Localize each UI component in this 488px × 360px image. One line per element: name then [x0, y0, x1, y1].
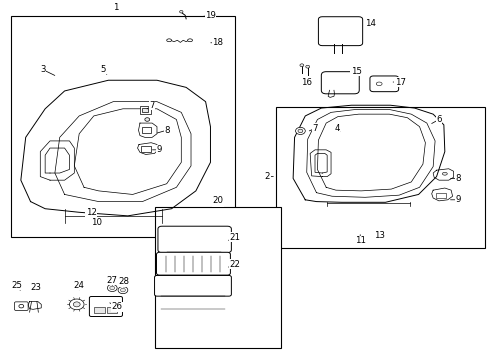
Bar [142, 108, 148, 112]
Text: 14: 14 [365, 19, 376, 28]
Ellipse shape [110, 286, 115, 290]
FancyBboxPatch shape [158, 226, 231, 253]
Text: 10: 10 [90, 219, 102, 228]
Text: 4: 4 [333, 124, 339, 133]
Text: 20: 20 [212, 198, 223, 207]
Text: 25: 25 [11, 281, 22, 290]
Text: 17: 17 [394, 77, 405, 86]
Text: 28: 28 [118, 278, 129, 287]
Text: 13: 13 [373, 231, 385, 240]
Ellipse shape [295, 127, 305, 135]
Text: 12: 12 [86, 208, 97, 217]
FancyBboxPatch shape [89, 297, 122, 316]
FancyBboxPatch shape [369, 76, 398, 92]
FancyBboxPatch shape [154, 275, 231, 296]
Ellipse shape [179, 10, 183, 13]
FancyBboxPatch shape [15, 302, 28, 310]
Text: 21: 21 [229, 233, 240, 242]
Text: 20: 20 [212, 195, 223, 204]
Text: 18: 18 [212, 38, 223, 47]
Text: 9: 9 [156, 145, 162, 154]
Text: 3: 3 [40, 65, 45, 74]
Ellipse shape [118, 287, 127, 294]
Ellipse shape [107, 284, 117, 292]
Ellipse shape [297, 129, 302, 133]
Ellipse shape [375, 82, 381, 86]
Text: 7: 7 [149, 101, 155, 110]
Bar [142, 127, 151, 133]
Text: 9: 9 [455, 195, 460, 204]
Ellipse shape [19, 304, 24, 308]
Text: 8: 8 [455, 174, 460, 183]
Ellipse shape [442, 172, 447, 175]
Bar [435, 193, 446, 198]
Ellipse shape [305, 65, 309, 68]
Bar [107, 306, 117, 313]
FancyBboxPatch shape [318, 17, 362, 46]
Text: 27: 27 [106, 276, 118, 285]
Text: 5: 5 [101, 65, 106, 74]
Bar [94, 306, 105, 313]
Text: 22: 22 [229, 260, 240, 269]
Text: 7: 7 [312, 124, 317, 133]
FancyBboxPatch shape [156, 252, 230, 275]
Text: 2: 2 [264, 172, 269, 181]
Ellipse shape [187, 39, 192, 42]
Ellipse shape [166, 39, 171, 42]
Text: 16: 16 [301, 77, 312, 86]
FancyBboxPatch shape [321, 72, 359, 94]
Bar [154, 207, 281, 348]
Ellipse shape [69, 299, 84, 310]
Ellipse shape [73, 302, 80, 307]
Text: 1: 1 [113, 3, 118, 12]
Text: 11: 11 [354, 237, 365, 246]
Ellipse shape [120, 288, 125, 292]
Text: 19: 19 [204, 11, 216, 20]
Bar [140, 106, 150, 114]
Text: 23: 23 [30, 283, 41, 292]
Text: 15: 15 [350, 67, 361, 76]
Text: 6: 6 [435, 115, 441, 124]
Ellipse shape [299, 64, 303, 67]
Text: 1: 1 [113, 4, 118, 13]
Text: 26: 26 [111, 302, 122, 311]
Bar [11, 16, 234, 237]
Ellipse shape [144, 118, 149, 121]
Text: 8: 8 [163, 126, 169, 135]
Text: 24: 24 [74, 281, 84, 290]
Bar [276, 107, 484, 248]
Bar [141, 146, 151, 152]
